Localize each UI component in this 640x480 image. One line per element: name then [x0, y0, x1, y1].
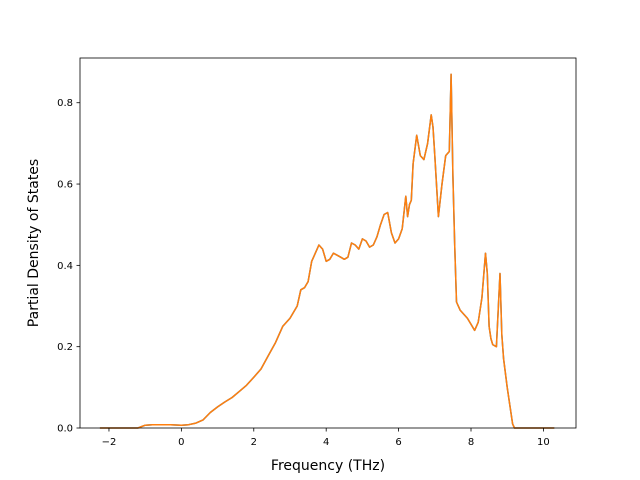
y-axis-label: Partial Density of States — [26, 159, 42, 327]
x-tick-label: 8 — [468, 437, 474, 448]
x-tick-label: −2 — [102, 437, 117, 448]
x-axis-ticks: −2 0 2 4 6 8 10 — [102, 428, 550, 448]
x-axis-label: Frequency (THz) — [271, 458, 385, 474]
y-tick-label: 0.6 — [57, 180, 73, 191]
y-tick-label: 0.2 — [57, 342, 73, 353]
y-tick-label: 0.8 — [57, 98, 73, 109]
series-layer — [99, 73, 555, 429]
x-tick-label: 4 — [323, 437, 329, 448]
y-tick-label: 0.0 — [57, 424, 73, 435]
x-tick-label: 6 — [395, 437, 401, 448]
series-line — [99, 73, 555, 429]
x-tick-label: 0 — [178, 437, 184, 448]
x-tick-label: 2 — [251, 437, 257, 448]
plot-frame — [79, 57, 577, 429]
x-tick-label: 10 — [537, 437, 550, 448]
y-axis-ticks: 0.0 0.2 0.4 0.6 0.8 — [57, 98, 80, 435]
y-tick-label: 0.4 — [57, 261, 73, 272]
